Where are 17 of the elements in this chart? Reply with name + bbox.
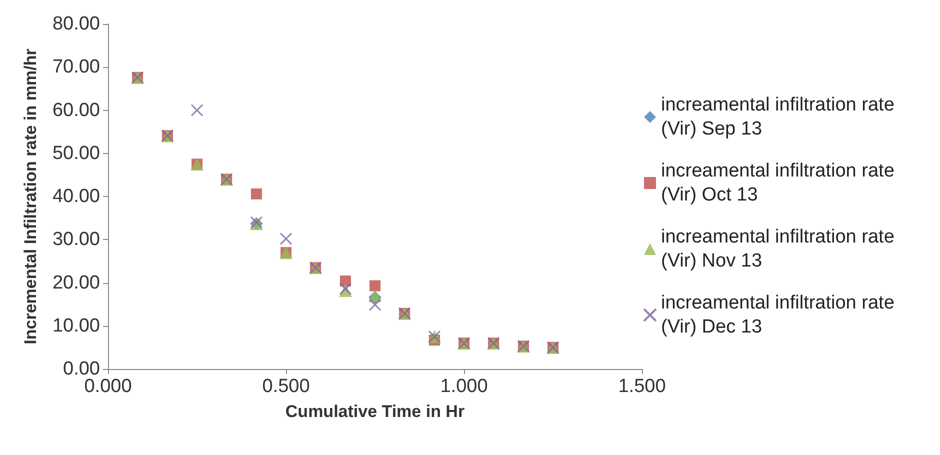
x-tick-label: 1.500 — [618, 376, 666, 397]
x-tick-label: 1.000 — [440, 376, 488, 397]
y-tick-label: 70.00 — [52, 56, 100, 78]
x-axis-title: Cumulative Time in Hr — [285, 402, 465, 421]
y-axis-title: Incremental Infiltration rate in mm/hr — [21, 48, 40, 344]
y-tick-label: 80.00 — [52, 14, 100, 34]
legend-label: increamental infiltration rate (Vir) Nov 13 — [661, 226, 900, 272]
legend-label: increamental infiltration rate (Vir) Dec 13 — [661, 292, 900, 338]
legend-label: increamental infiltration rate (Vir) Oct 13 — [661, 160, 900, 206]
y-tick-label: 50.00 — [52, 142, 100, 164]
y-tick-label: 30.00 — [52, 229, 100, 250]
y-tick-label: 10.00 — [52, 315, 100, 336]
legend-label: increamental infiltration rate (Vir) Sep 13 — [661, 94, 900, 140]
y-tick-label: 20.00 — [52, 272, 100, 294]
x-tick-label: 0.500 — [262, 376, 310, 397]
y-tick-label: 40.00 — [52, 186, 100, 207]
y-tick-label: 60.00 — [52, 100, 100, 121]
